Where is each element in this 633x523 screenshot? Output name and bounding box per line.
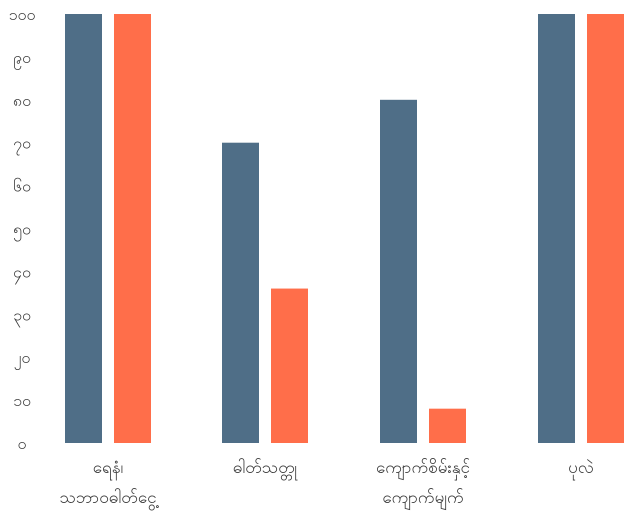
- y-tick-label: ၁၀: [13, 391, 31, 410]
- y-tick-label: ၀: [18, 434, 27, 453]
- x-tick-label: ပုလဲ: [568, 458, 594, 481]
- x-tick-label: ကျောက်စိမ်းနှင့်ကျောက်မျက်: [376, 458, 470, 511]
- bar-series-1-category-1: [65, 14, 102, 443]
- x-tick-label: ဓါတ်သတ္တု: [233, 457, 299, 481]
- y-tick-label: ၉၀: [13, 48, 31, 70]
- bar-series-1-category-2: [222, 142, 259, 443]
- bar-series-1-category-3: [380, 99, 417, 444]
- y-tick-label: ၇၀: [13, 134, 31, 156]
- bar-series-2-category-3: [429, 408, 466, 443]
- x-axis: ရေနံ၊သဘာဝဓါတ်ငွေ့ ဓါတ်သတ္တု ကျောက်စိမ်းနှင…: [59, 457, 593, 511]
- y-axis: ၀ ၁၀ ၂၀ ၃၀ ၄၀ ၅၀ ၆၀ ၇၀ ၈၀ ၉၀ ၁၀၀: [9, 5, 36, 453]
- y-tick-label: ၅၀: [13, 220, 31, 242]
- x-tick-label: ရေနံ၊သဘာဝဓါတ်ငွေ့: [59, 458, 158, 511]
- bar-series-1-category-4: [538, 14, 575, 443]
- y-tick-label: ၄၀: [13, 262, 31, 284]
- bars-group: [65, 14, 624, 444]
- y-tick-label: ၃၀: [13, 305, 31, 327]
- y-tick-label: ၂၀: [14, 348, 31, 370]
- y-tick-label: ၆၀: [13, 177, 31, 196]
- bar-series-2-category-1: [114, 14, 151, 443]
- y-tick-label: ၈၀: [13, 91, 31, 110]
- bar-series-2-category-4: [587, 14, 624, 443]
- bar-series-2-category-2: [271, 288, 308, 443]
- y-tick-label: ၁၀၀: [9, 5, 36, 24]
